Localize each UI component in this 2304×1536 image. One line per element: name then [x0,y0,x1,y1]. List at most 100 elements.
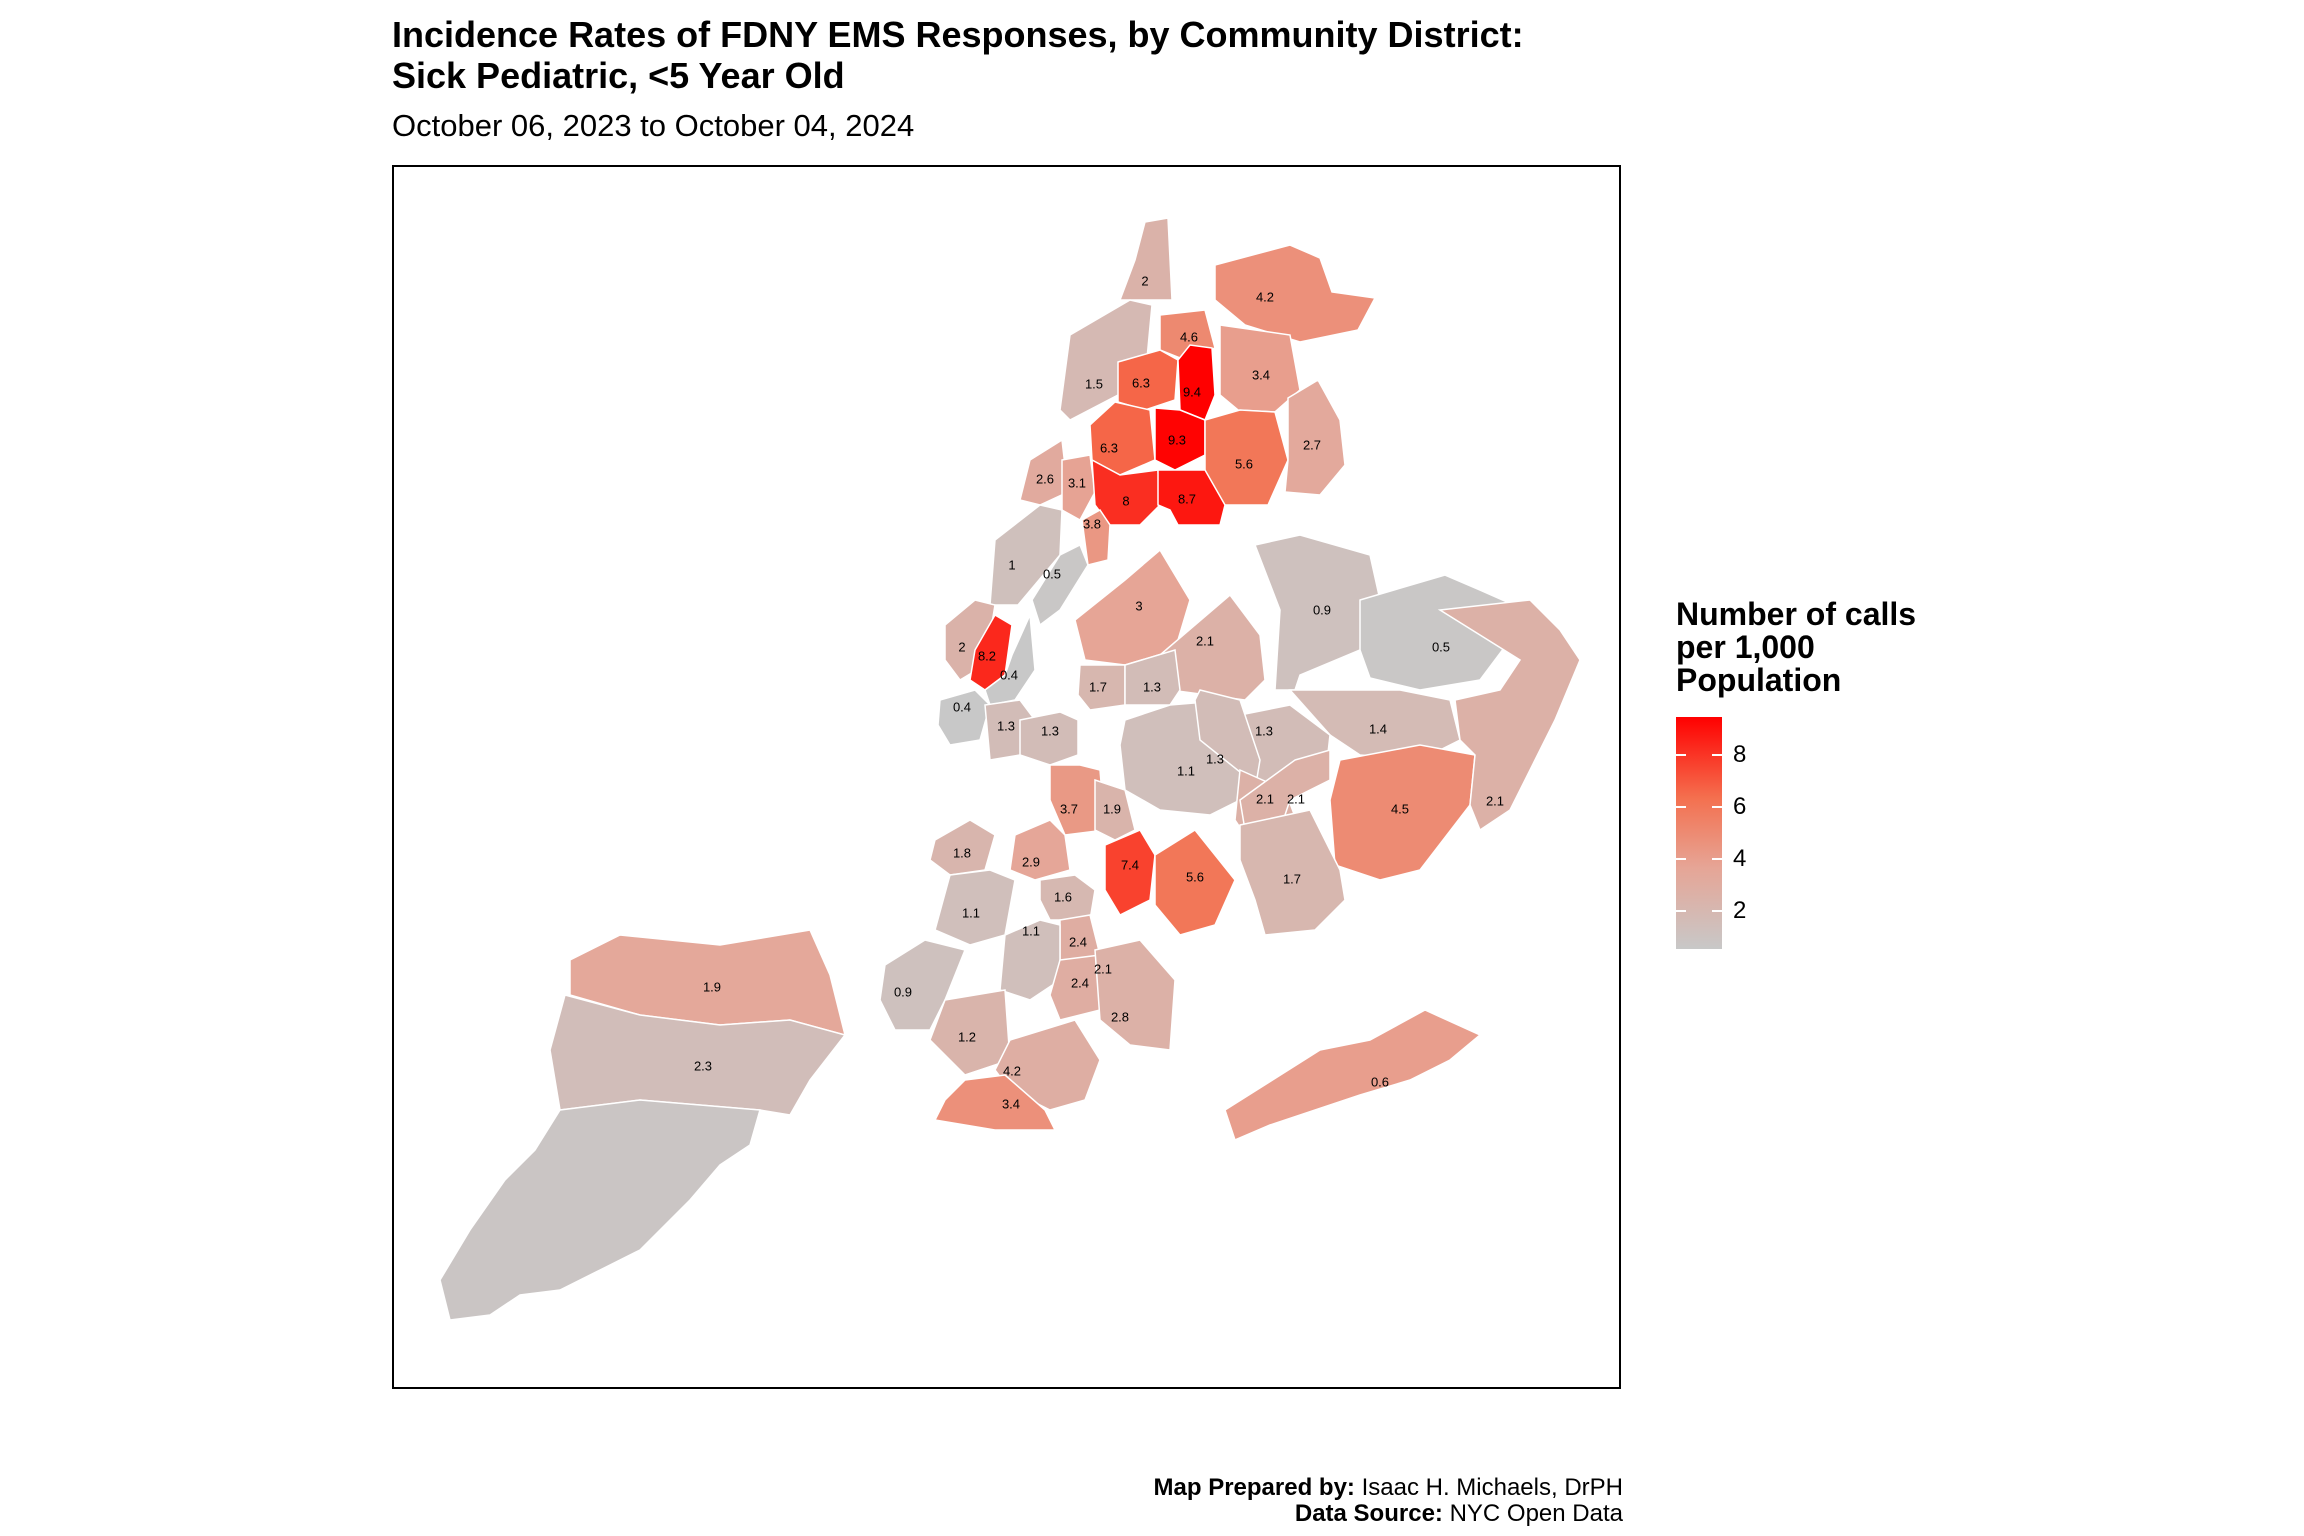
legend-label-2: 2 [1733,897,1747,924]
community-district [1074,548,1191,666]
legend-label-4: 4 [1733,845,1747,872]
credit-data-source: Data Source: NYC Open Data [1154,1501,1623,1527]
district-rate-label: 1.6 [1054,889,1072,904]
district-labels: 2 4.2 4.6 1.5 6.3 9.4 3.4 6.3 9.3 5.6 2.7 2.6 3.1 8 8.… [694,273,1504,1111]
community-district [1061,454,1096,522]
district-rate-label: 9.3 [1168,432,1186,447]
community-district [1437,599,1581,832]
district-rate-label: 8.7 [1178,491,1196,506]
district-rate-label: 1.7 [1283,871,1301,886]
community-district [1019,711,1079,766]
district-rate-label: 4.2 [1256,289,1274,304]
district-rate-label: 1.1 [1177,763,1195,778]
district-rate-label: 1.3 [1143,679,1161,694]
credit-prepared-by: Map Prepared by: Isaac H. Michaels, DrPH [1154,1475,1623,1501]
map-credits: Map Prepared by: Isaac H. Michaels, DrPH… [1154,1475,1623,1527]
legend-label-8: 8 [1733,741,1747,768]
district-rate-label: 4.6 [1180,329,1198,344]
district-rate-label: 2.4 [1071,975,1089,990]
district-rate-label: 1.9 [1103,801,1121,816]
community-district [1157,469,1226,526]
community-district [1154,829,1236,936]
district-rate-label: 2.8 [1111,1009,1129,1024]
district-rate-label: 5.6 [1235,456,1253,471]
district-rate-label: 3.7 [1060,801,1078,816]
map-title-line-1: Incidence Rates of FDNY EMS Responses, b… [392,14,1524,55]
community-district [1019,438,1069,506]
community-district [994,1019,1101,1111]
legend-tick-mark [1712,910,1722,912]
legend-label-6: 6 [1733,793,1747,820]
legend-title-line-1: Number of calls [1676,596,1917,632]
legend-tick-mark [1676,806,1686,808]
district-rate-label: 0.4 [953,699,971,714]
district-rate-label: 1.3 [1255,723,1273,738]
district-rate-label: 3.4 [1002,1096,1020,1111]
community-district [929,989,1011,1076]
community-district [1049,954,1101,1021]
legend-tick-mark [1712,754,1722,756]
community-district [1094,939,1176,1051]
legend-tick-mark [1676,910,1686,912]
district-rate-label: 1 [1008,557,1015,572]
community-district [1359,574,1527,691]
district-rate-label: 9.4 [1183,384,1201,399]
district-rate-label: 3.1 [1068,475,1086,490]
district-rate-label: 6.3 [1100,440,1118,455]
community-district [1253,534,1381,691]
community-district [1124,649,1181,706]
legend-tick-mark [1676,858,1686,860]
district-rate-label: 1.4 [1369,721,1387,736]
district-rate-label: 2.1 [1486,793,1504,808]
district-rate-label: 0.9 [894,984,912,999]
legend-tick-mark [1712,806,1722,808]
district-rate-label: 3.8 [1083,516,1101,531]
district-rate-label: 3.4 [1252,367,1270,382]
district-rate-label: 8.2 [978,648,996,663]
district-rate-label: 3 [1135,598,1142,613]
district-rate-label: 1.5 [1085,376,1103,391]
legend-tick-mark [1676,754,1686,756]
community-district [1091,458,1161,526]
community-district [1104,829,1156,916]
community-district [1177,344,1216,421]
community-district [1009,819,1071,881]
legend-tick-mark [1712,858,1722,860]
district-rate-label: 0.5 [1043,566,1061,581]
district-rate-label: 0.4 [1000,667,1018,682]
map-title-line-2: Sick Pediatric, <5 Year Old [392,55,845,96]
credit-source-value: NYC Open Data [1442,1500,1623,1527]
district-rate-label: 0.6 [1371,1074,1389,1089]
district-rate-label: 6.3 [1132,375,1150,390]
map-subtitle: October 06, 2023 to October 04, 2024 [392,108,915,143]
community-district [933,1074,1057,1131]
legend-color-bar [1676,717,1722,949]
community-district [439,1099,761,1321]
district-rate-label: 1.3 [1206,751,1224,766]
district-rate-label: 2.9 [1022,854,1040,869]
community-district [1031,543,1089,627]
district-rate-label: 2.3 [694,1058,712,1073]
district-shapes [439,217,1581,1321]
community-district [937,689,991,746]
credit-prepared-label: Map Prepared by: [1153,1474,1355,1501]
community-district [1081,509,1111,566]
district-rate-label: 1.1 [962,905,980,920]
district-rate-label: 2.7 [1303,437,1321,452]
district-rate-label: 4.5 [1391,801,1409,816]
district-rate-label: 2.1 [1196,633,1214,648]
community-district [1224,1009,1482,1142]
credit-source-label: Data Source: [1294,1500,1443,1527]
community-district [1077,664,1126,711]
district-rate-label: 2 [1141,273,1148,288]
district-rate-label: 2.1 [1094,961,1112,976]
community-district [1214,244,1377,343]
district-rate-label: 1.1 [1022,923,1040,938]
community-district [1118,217,1173,301]
community-district [549,994,847,1116]
community-district [1239,809,1346,936]
community-district [1284,378,1346,496]
district-rate-label: 1.3 [1041,723,1059,738]
district-rate-label: 1.8 [953,845,971,860]
